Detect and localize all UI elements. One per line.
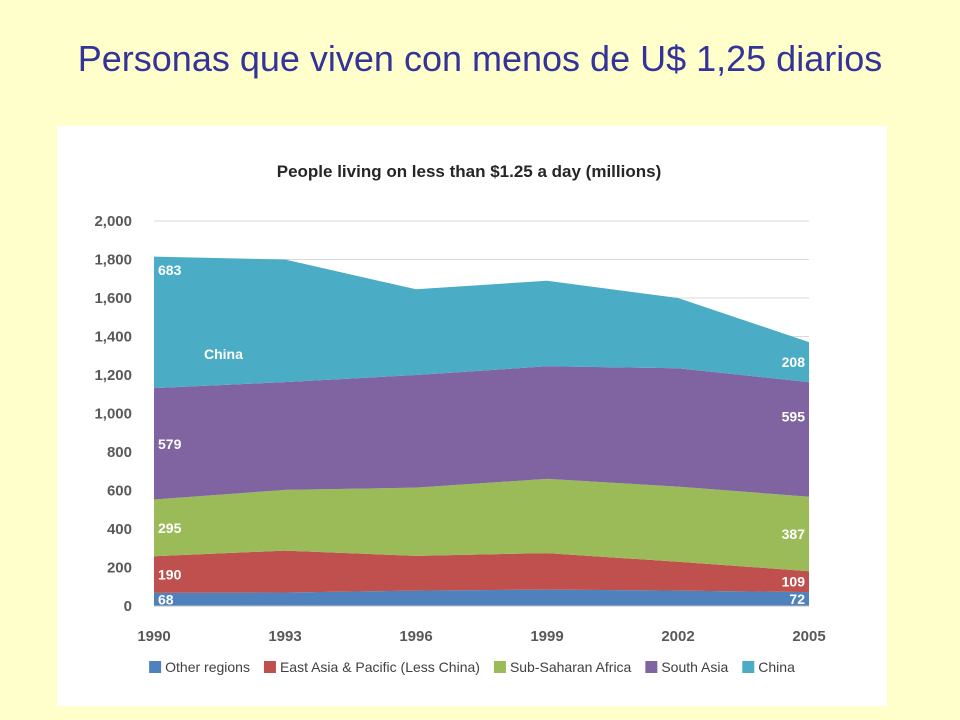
legend-item-sub-saharan-africa: Sub-Saharan Africa [493, 659, 632, 675]
x-tick-label: 2005 [792, 628, 825, 645]
chart-title: People living on less than $1.25 a day (… [277, 162, 662, 181]
y-tick-label: 1,000 [94, 406, 132, 423]
area-series [154, 256, 809, 606]
slide-title: Personas que viven con menos de U$ 1,25 … [77, 38, 883, 79]
area-sub-saharan-africa [154, 478, 809, 572]
legend-swatch [742, 661, 755, 673]
area-other-regions [154, 589, 809, 606]
area-china [154, 256, 809, 389]
y-tick-label: 0 [124, 598, 132, 615]
area-east-asia-pacific-less-china [154, 550, 809, 593]
legend-label: East Asia & Pacific (Less China) [280, 659, 480, 675]
x-tick-label: 2002 [661, 628, 694, 645]
x-tick-label: 1996 [399, 628, 432, 645]
legend-swatch [149, 661, 162, 673]
series-inline-label: China [204, 346, 243, 362]
legend-item-china: China [742, 659, 795, 675]
area-chart: People living on less than $1.25 a day (… [94, 162, 825, 675]
chart-panel: People living on less than $1.25 a day (… [57, 126, 887, 706]
x-tick-label: 1990 [137, 628, 170, 645]
legend-swatch [645, 661, 658, 673]
data-label: 387 [782, 526, 806, 542]
legend-label: China [758, 659, 795, 675]
legend-label: South Asia [661, 659, 728, 675]
y-tick-label: 2,000 [94, 213, 132, 230]
legend-label: Other regions [165, 659, 250, 675]
y-tick-label: 1,800 [94, 252, 132, 269]
legend-item-east-asia-pacific-less-china: East Asia & Pacific (Less China) [263, 659, 480, 675]
y-tick-label: 600 [107, 483, 132, 500]
data-label: 72 [789, 591, 805, 607]
data-label: 595 [782, 408, 806, 424]
x-tick-label: 1993 [268, 628, 301, 645]
data-label: 68 [158, 591, 174, 607]
legend-item-south-asia: South Asia [645, 659, 728, 675]
data-label: 683 [158, 262, 182, 278]
area-south-asia [154, 366, 809, 500]
data-label: 208 [782, 354, 806, 370]
y-tick-label: 200 [107, 560, 132, 577]
data-label: 109 [782, 574, 806, 590]
legend-label: Sub-Saharan Africa [510, 659, 632, 675]
y-tick-label: 1,400 [94, 329, 132, 346]
legend-item-other-regions: Other regions [149, 659, 250, 675]
x-tick-label: 1999 [530, 628, 563, 645]
legend-swatch [493, 661, 506, 673]
legend: Other regions East Asia & Pacific (Less C… [149, 659, 795, 675]
axes: 0 200 400 600 800 1,000 1,200 1,400 1,600 1,800 2,… [94, 213, 825, 645]
data-label: 295 [158, 520, 182, 536]
data-label: 579 [158, 436, 182, 452]
y-tick-label: 800 [107, 444, 132, 461]
data-label: 190 [158, 567, 182, 583]
y-tick-label: 400 [107, 521, 132, 538]
y-tick-label: 1,600 [94, 290, 132, 307]
y-tick-label: 1,200 [94, 367, 132, 384]
legend-swatch [263, 661, 276, 673]
